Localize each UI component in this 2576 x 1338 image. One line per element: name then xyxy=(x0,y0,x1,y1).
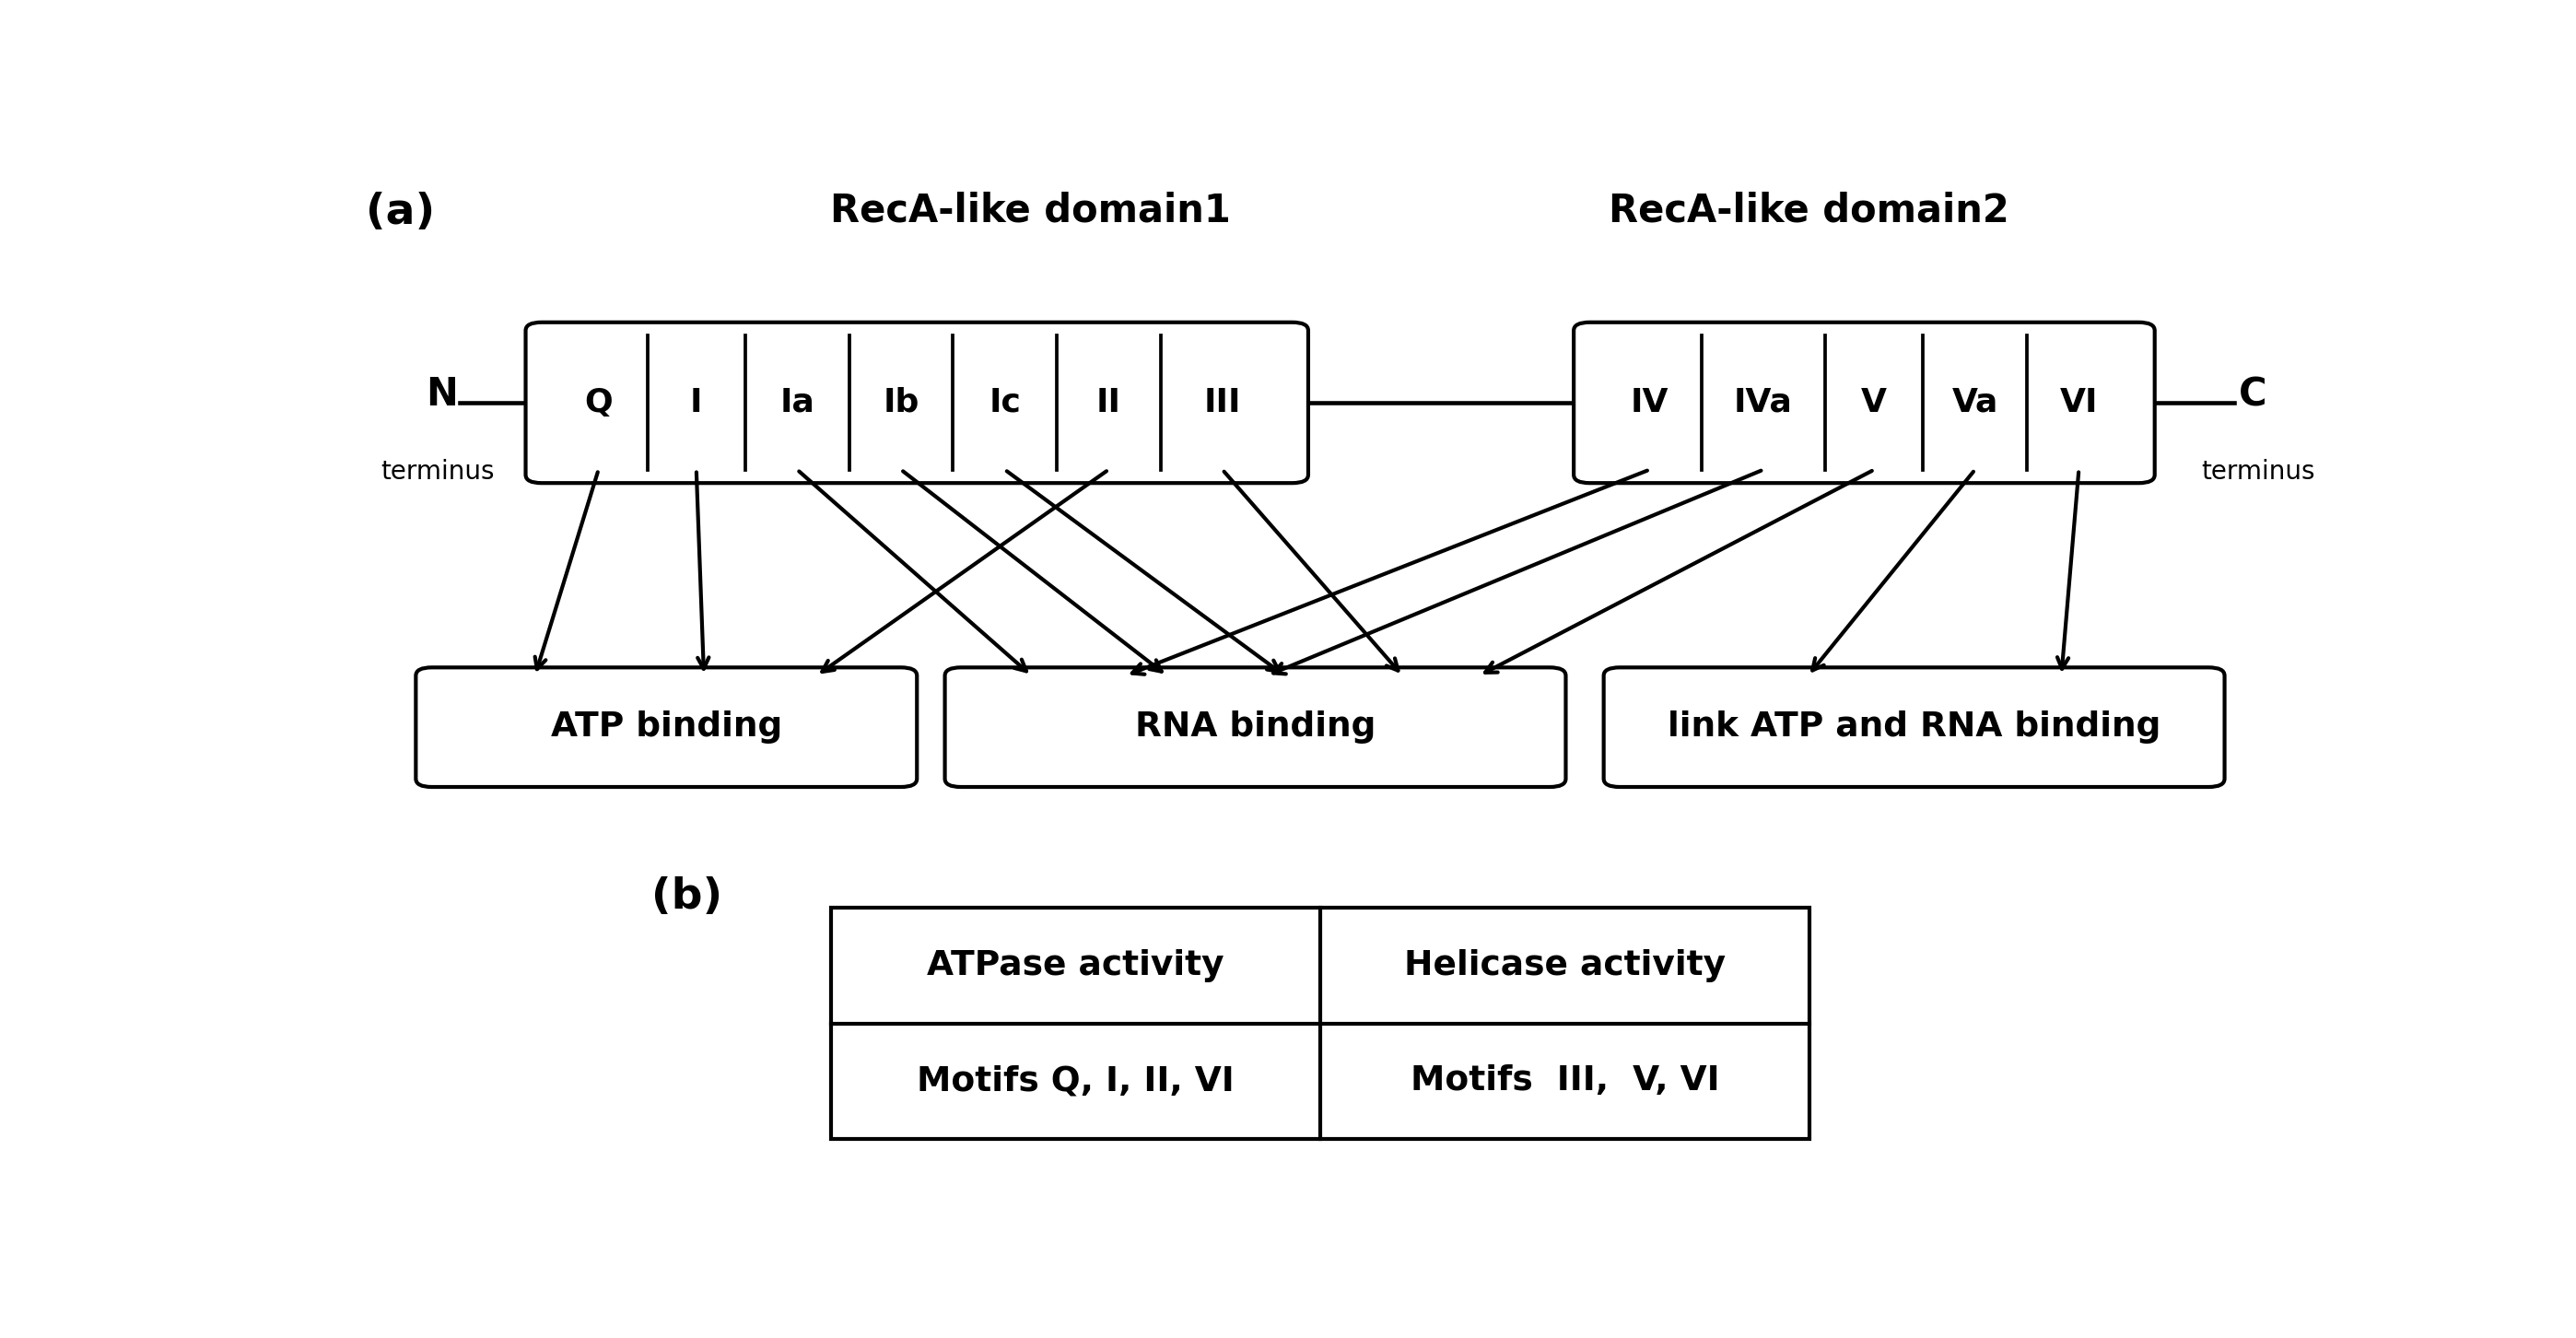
Text: I: I xyxy=(690,387,703,419)
Text: N: N xyxy=(425,375,459,413)
FancyBboxPatch shape xyxy=(1605,668,2226,787)
Text: Va: Va xyxy=(1953,387,1999,419)
Text: link ATP and RNA binding: link ATP and RNA binding xyxy=(1667,710,2161,744)
Text: III: III xyxy=(1203,387,1242,419)
Text: Ic: Ic xyxy=(989,387,1020,419)
Text: Ib: Ib xyxy=(884,387,920,419)
Text: IV: IV xyxy=(1631,387,1669,419)
Text: Motifs  III,  V, VI: Motifs III, V, VI xyxy=(1409,1065,1718,1098)
Text: Motifs Q, I, II, VI: Motifs Q, I, II, VI xyxy=(917,1065,1234,1098)
Text: II: II xyxy=(1097,387,1121,419)
Text: terminus: terminus xyxy=(381,459,495,486)
Text: terminus: terminus xyxy=(2202,459,2316,486)
FancyBboxPatch shape xyxy=(945,668,1566,787)
Text: V: V xyxy=(1862,387,1888,419)
Text: (a): (a) xyxy=(366,191,435,233)
Text: Q: Q xyxy=(585,387,613,419)
Text: (b): (b) xyxy=(652,876,721,918)
Text: IVa: IVa xyxy=(1734,387,1793,419)
Text: C: C xyxy=(2239,375,2267,413)
Text: RecA-like domain1: RecA-like domain1 xyxy=(829,191,1231,230)
Text: RecA-like domain2: RecA-like domain2 xyxy=(1610,191,2009,230)
Text: RNA binding: RNA binding xyxy=(1136,710,1376,744)
FancyBboxPatch shape xyxy=(526,322,1309,483)
Bar xyxy=(832,907,1808,1140)
Text: Helicase activity: Helicase activity xyxy=(1404,949,1726,982)
Text: VI: VI xyxy=(2061,387,2097,419)
FancyBboxPatch shape xyxy=(415,668,917,787)
FancyBboxPatch shape xyxy=(1574,322,2154,483)
Text: Ia: Ia xyxy=(781,387,814,419)
Text: ATP binding: ATP binding xyxy=(551,710,783,744)
Text: ATPase activity: ATPase activity xyxy=(927,949,1224,982)
